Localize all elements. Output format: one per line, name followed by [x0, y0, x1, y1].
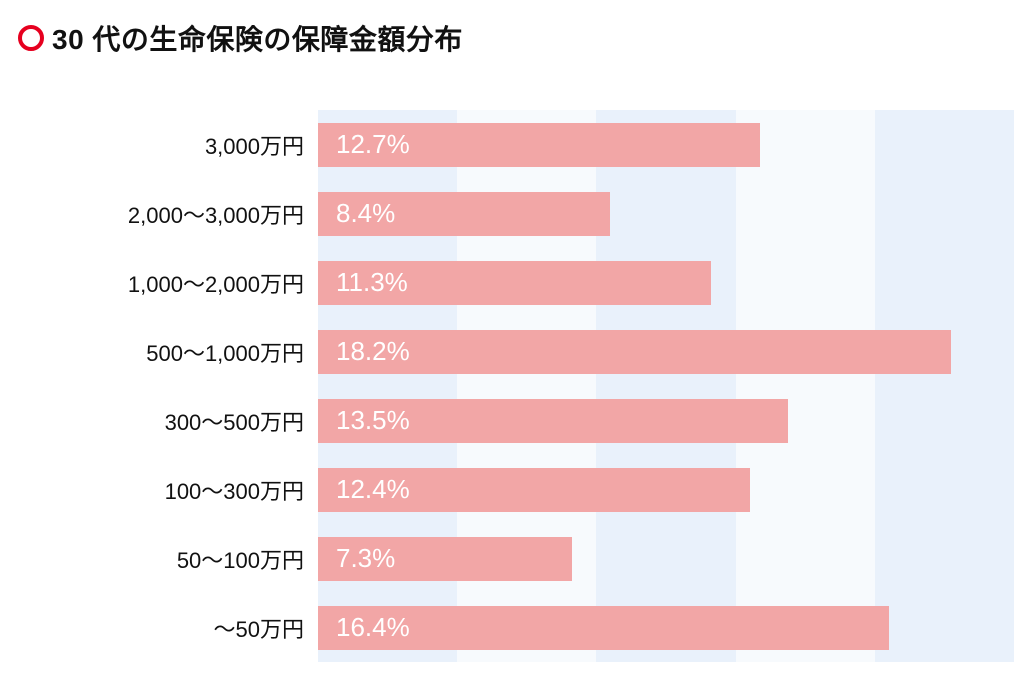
y-label: 300〜500万円	[18, 386, 318, 455]
bars: 12.7% 8.4% 11.3% 18.2% 13.5% 12.4% 7.3% …	[318, 110, 1014, 662]
chart-title: 30 代の生命保険の保障金額分布	[52, 18, 463, 58]
bar-row: 13.5%	[318, 386, 1014, 455]
bar-value-label: 18.2%	[336, 336, 410, 367]
title-row: 30 代の生命保険の保障金額分布	[18, 18, 1014, 58]
bar-row: 16.4%	[318, 593, 1014, 662]
chart: 3,000万円 2,000〜3,000万円 1,000〜2,000万円 500〜…	[18, 110, 1014, 662]
bar-value-label: 12.4%	[336, 474, 410, 505]
bar-row: 12.4%	[318, 455, 1014, 524]
plot-area: 12.7% 8.4% 11.3% 18.2% 13.5% 12.4% 7.3% …	[318, 110, 1014, 662]
bar-value-label: 8.4%	[336, 198, 395, 229]
bar-value-label: 12.7%	[336, 129, 410, 160]
bar: 11.3%	[318, 261, 711, 305]
bar: 16.4%	[318, 606, 889, 650]
bar: 13.5%	[318, 399, 788, 443]
bar: 12.7%	[318, 123, 760, 167]
circle-bullet-icon	[18, 25, 44, 51]
bar-row: 8.4%	[318, 179, 1014, 248]
bar-row: 11.3%	[318, 248, 1014, 317]
bar-row: 12.7%	[318, 110, 1014, 179]
bar-row: 18.2%	[318, 317, 1014, 386]
bar-value-label: 16.4%	[336, 612, 410, 643]
y-axis-labels: 3,000万円 2,000〜3,000万円 1,000〜2,000万円 500〜…	[18, 110, 318, 662]
bar: 7.3%	[318, 537, 572, 581]
y-label: 〜50万円	[18, 593, 318, 662]
y-label: 100〜300万円	[18, 455, 318, 524]
y-label: 3,000万円	[18, 110, 318, 179]
y-label: 2,000〜3,000万円	[18, 179, 318, 248]
y-label: 500〜1,000万円	[18, 317, 318, 386]
bar-value-label: 11.3%	[336, 267, 408, 298]
bar: 12.4%	[318, 468, 750, 512]
y-label: 1,000〜2,000万円	[18, 248, 318, 317]
y-label: 50〜100万円	[18, 524, 318, 593]
bar-value-label: 13.5%	[336, 405, 410, 436]
bar: 8.4%	[318, 192, 610, 236]
bar-value-label: 7.3%	[336, 543, 395, 574]
bar-row: 7.3%	[318, 524, 1014, 593]
bar: 18.2%	[318, 330, 951, 374]
page: 30 代の生命保険の保障金額分布 3,000万円 2,000〜3,000万円 1…	[0, 0, 1024, 682]
